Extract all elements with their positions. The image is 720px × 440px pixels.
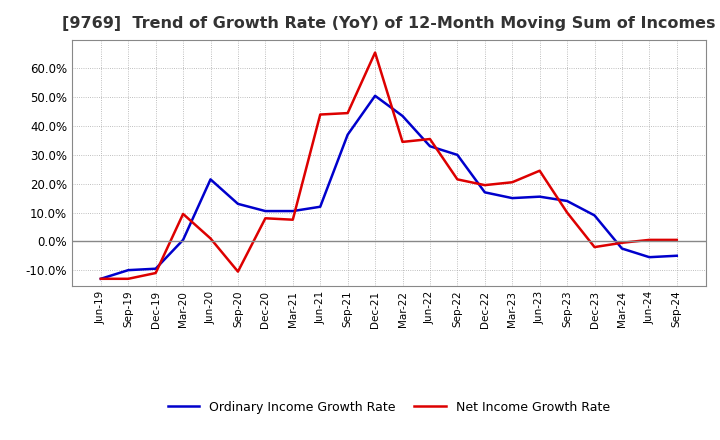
Ordinary Income Growth Rate xyxy=(151,266,160,271)
Ordinary Income Growth Rate xyxy=(480,190,489,195)
Ordinary Income Growth Rate xyxy=(206,177,215,182)
Ordinary Income Growth Rate xyxy=(261,209,270,214)
Ordinary Income Growth Rate xyxy=(316,204,325,209)
Ordinary Income Growth Rate xyxy=(536,194,544,199)
Ordinary Income Growth Rate xyxy=(343,132,352,137)
Ordinary Income Growth Rate xyxy=(453,152,462,158)
Ordinary Income Growth Rate xyxy=(672,253,681,258)
Net Income Growth Rate xyxy=(480,183,489,188)
Line: Ordinary Income Growth Rate: Ordinary Income Growth Rate xyxy=(101,96,677,279)
Ordinary Income Growth Rate xyxy=(124,268,132,273)
Net Income Growth Rate xyxy=(179,211,187,216)
Ordinary Income Growth Rate xyxy=(398,114,407,119)
Net Income Growth Rate xyxy=(124,276,132,282)
Ordinary Income Growth Rate xyxy=(508,195,516,201)
Net Income Growth Rate xyxy=(371,50,379,55)
Net Income Growth Rate xyxy=(316,112,325,117)
Title: [9769]  Trend of Growth Rate (YoY) of 12-Month Moving Sum of Incomes: [9769] Trend of Growth Rate (YoY) of 12-… xyxy=(62,16,716,32)
Net Income Growth Rate xyxy=(672,237,681,242)
Net Income Growth Rate xyxy=(563,210,572,215)
Line: Net Income Growth Rate: Net Income Growth Rate xyxy=(101,52,677,279)
Net Income Growth Rate xyxy=(645,237,654,242)
Net Income Growth Rate xyxy=(206,236,215,241)
Net Income Growth Rate xyxy=(233,269,242,274)
Ordinary Income Growth Rate xyxy=(233,201,242,206)
Ordinary Income Growth Rate xyxy=(371,93,379,99)
Net Income Growth Rate xyxy=(398,139,407,145)
Net Income Growth Rate xyxy=(426,136,434,142)
Net Income Growth Rate xyxy=(151,271,160,276)
Ordinary Income Growth Rate xyxy=(426,143,434,149)
Net Income Growth Rate xyxy=(261,216,270,221)
Ordinary Income Growth Rate xyxy=(645,255,654,260)
Net Income Growth Rate xyxy=(453,177,462,182)
Net Income Growth Rate xyxy=(618,240,626,246)
Net Income Growth Rate xyxy=(590,245,599,250)
Ordinary Income Growth Rate xyxy=(289,209,297,214)
Ordinary Income Growth Rate xyxy=(179,237,187,242)
Net Income Growth Rate xyxy=(536,168,544,173)
Net Income Growth Rate xyxy=(343,110,352,116)
Ordinary Income Growth Rate xyxy=(590,213,599,218)
Net Income Growth Rate xyxy=(96,276,105,282)
Ordinary Income Growth Rate xyxy=(618,246,626,251)
Net Income Growth Rate xyxy=(508,180,516,185)
Ordinary Income Growth Rate xyxy=(96,276,105,282)
Net Income Growth Rate xyxy=(289,217,297,222)
Ordinary Income Growth Rate xyxy=(563,198,572,204)
Legend: Ordinary Income Growth Rate, Net Income Growth Rate: Ordinary Income Growth Rate, Net Income … xyxy=(163,396,615,419)
